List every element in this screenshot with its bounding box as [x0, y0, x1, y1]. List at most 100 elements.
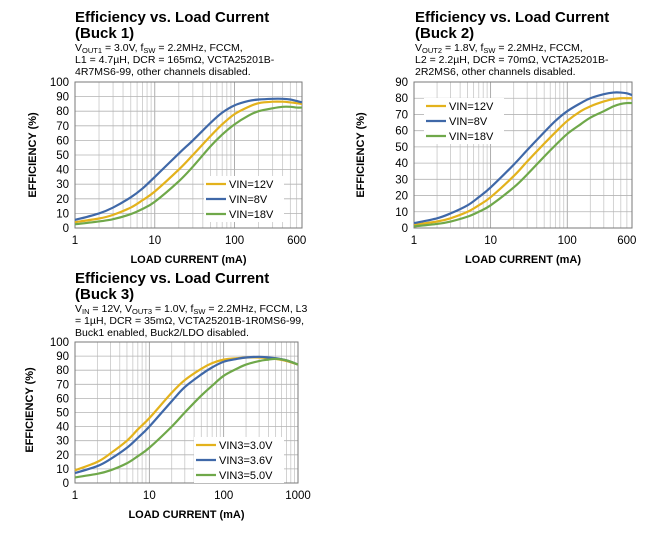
legend-label: VIN=18V [449, 131, 494, 143]
y-tick-label: 50 [56, 408, 69, 420]
y-tick-label: 20 [395, 191, 408, 203]
y-tick-label: 90 [56, 351, 69, 363]
condition-line: L1 = 4.7µH, DCR = 165mΩ, VCTA25201B- [75, 54, 274, 66]
test-conditions: VOUT1 = 3.0V, fSW = 2.2MHz, FCCM, L1 = 4.… [75, 42, 274, 78]
test-conditions: VOUT2 = 1.8V, fSW = 2.2MHz, FCCM, L2 = 2.… [415, 42, 608, 78]
condition-text: = 3.0V, f [102, 42, 144, 54]
condition-text: 2R2MS6, other channels disabled. [415, 66, 576, 78]
condition-text: = 2.2MHz, FCCM, [495, 42, 583, 54]
condition-line: = 1µH, DCR = 35mΩ, VCTA25201B-1R0MS6-99, [75, 315, 307, 327]
legend-label: VIN=8V [449, 116, 488, 128]
test-conditions: VIN = 12V, VOUT3 = 1.0V, fSW = 2.2MHz, F… [75, 303, 307, 339]
x-tick-label: 1 [411, 235, 417, 247]
x-tick-label: 1 [72, 235, 78, 247]
condition-text: = 1µH, DCR = 35mΩ, VCTA25201B-1R0MS6-99, [75, 315, 305, 327]
y-axis-label: EFFICIENCY (%) [24, 367, 36, 453]
condition-line: Buck1 enabled, Buck2/LDO disabled. [75, 327, 307, 339]
y-tick-label: 30 [56, 436, 69, 448]
condition-line: L2 = 2.2µH, DCR = 70mΩ, VCTA25201B- [415, 54, 608, 66]
x-tick-label: 100 [558, 235, 577, 247]
subscript: IN [82, 307, 90, 316]
condition-text: Buck1 enabled, Buck2/LDO disabled. [75, 327, 249, 339]
y-tick-label: 40 [56, 422, 69, 434]
x-axis-label: LOAD CURRENT (mA) [130, 254, 246, 266]
condition-text: = 1.0V, f [152, 303, 194, 315]
y-tick-label: 80 [56, 106, 69, 118]
condition-text: = 12V, V [89, 303, 133, 315]
chart-title: Efficiency vs. Load Current [75, 270, 270, 287]
x-tick-label: 10 [484, 235, 497, 247]
x-tick-label: 600 [617, 235, 636, 247]
x-tick-label: 100 [225, 235, 244, 247]
chart-title: Efficiency vs. Load Current [75, 9, 270, 26]
y-tick-label: 70 [56, 379, 69, 391]
series-line [74, 357, 299, 479]
condition-line: VOUT2 = 1.8V, fSW = 2.2MHz, FCCM, [415, 42, 608, 54]
chart-panel-buck2: Efficiency vs. Load Current (Buck 2) VOU… [330, 0, 666, 267]
chart-panel-buck1: Efficiency vs. Load Current (Buck 1) VOU… [0, 0, 320, 267]
plot-area-border [74, 341, 299, 484]
y-tick-label: 70 [395, 109, 408, 121]
x-axis-label: LOAD CURRENT (mA) [128, 509, 244, 521]
y-tick-label: 10 [56, 208, 69, 220]
y-tick-label: 40 [56, 165, 69, 177]
condition-line: 2R2MS6, other channels disabled. [415, 66, 608, 78]
x-tick-label: 1 [72, 490, 78, 502]
series-line [74, 97, 303, 222]
y-tick-label: 30 [395, 174, 408, 186]
x-axis-label: LOAD CURRENT (mA) [465, 254, 581, 266]
y-tick-label: 60 [395, 126, 408, 138]
y-tick-label: 100 [50, 77, 69, 89]
y-tick-label: 0 [63, 223, 69, 235]
condition-line: VIN = 12V, VOUT3 = 1.0V, fSW = 2.2MHz, F… [75, 303, 307, 315]
x-tick-label: 100 [214, 490, 233, 502]
condition-text: = 2.2MHz, FCCM, L3 [205, 303, 308, 315]
y-tick-label: 20 [56, 450, 69, 462]
y-tick-label: 50 [56, 150, 69, 162]
y-tick-label: 100 [50, 337, 69, 349]
y-tick-label: 70 [56, 121, 69, 133]
series-line [413, 91, 633, 225]
legend-label: VIN=8V [229, 194, 268, 206]
legend-label: VIN3=3.0V [219, 440, 273, 452]
x-tick-label: 10 [143, 490, 156, 502]
y-tick-label: 40 [395, 158, 408, 170]
condition-text: V [75, 42, 83, 54]
condition-line: 4R7MS6-99, other channels disabled. [75, 66, 274, 78]
condition-text: L2 = 2.2µH, DCR = 70mΩ, VCTA25201B- [415, 54, 609, 66]
y-tick-label: 80 [56, 365, 69, 377]
condition-text: = 2.2MHz, FCCM, [155, 42, 243, 54]
y-tick-label: 10 [395, 207, 408, 219]
subscript: SW [483, 46, 496, 55]
y-tick-label: 0 [63, 478, 69, 490]
y-tick-label: 50 [395, 142, 408, 154]
condition-line: VOUT1 = 3.0V, fSW = 2.2MHz, FCCM, [75, 42, 274, 54]
chart-subtitle: (Buck 2) [415, 25, 475, 42]
series-line [413, 97, 632, 226]
legend-label: VIN=18V [229, 209, 274, 221]
subscript: OUT3 [132, 307, 153, 316]
legend-label: VIN3=3.6V [219, 455, 273, 467]
legend-label: VIN3=5.0V [219, 470, 273, 482]
subscript: OUT1 [82, 46, 103, 55]
legend-label: VIN=12V [449, 101, 494, 113]
y-axis-label: EFFICIENCY (%) [27, 112, 39, 198]
y-tick-label: 20 [56, 194, 69, 206]
x-tick-label: 1000 [285, 490, 311, 502]
chart-subtitle: (Buck 3) [75, 286, 135, 303]
series-line [74, 100, 303, 224]
condition-text: 4R7MS6-99, other channels disabled. [75, 66, 251, 78]
y-tick-label: 0 [402, 223, 408, 235]
y-tick-label: 60 [56, 393, 69, 405]
y-tick-label: 80 [395, 93, 408, 105]
plot-area-border [74, 81, 303, 229]
plot-area-border [413, 81, 633, 229]
chart-title: Efficiency vs. Load Current [415, 9, 610, 26]
subscript: OUT2 [422, 46, 443, 55]
y-tick-label: 10 [56, 464, 69, 476]
condition-text: = 1.8V, f [442, 42, 484, 54]
x-tick-label: 10 [148, 235, 161, 247]
y-tick-label: 30 [56, 179, 69, 191]
